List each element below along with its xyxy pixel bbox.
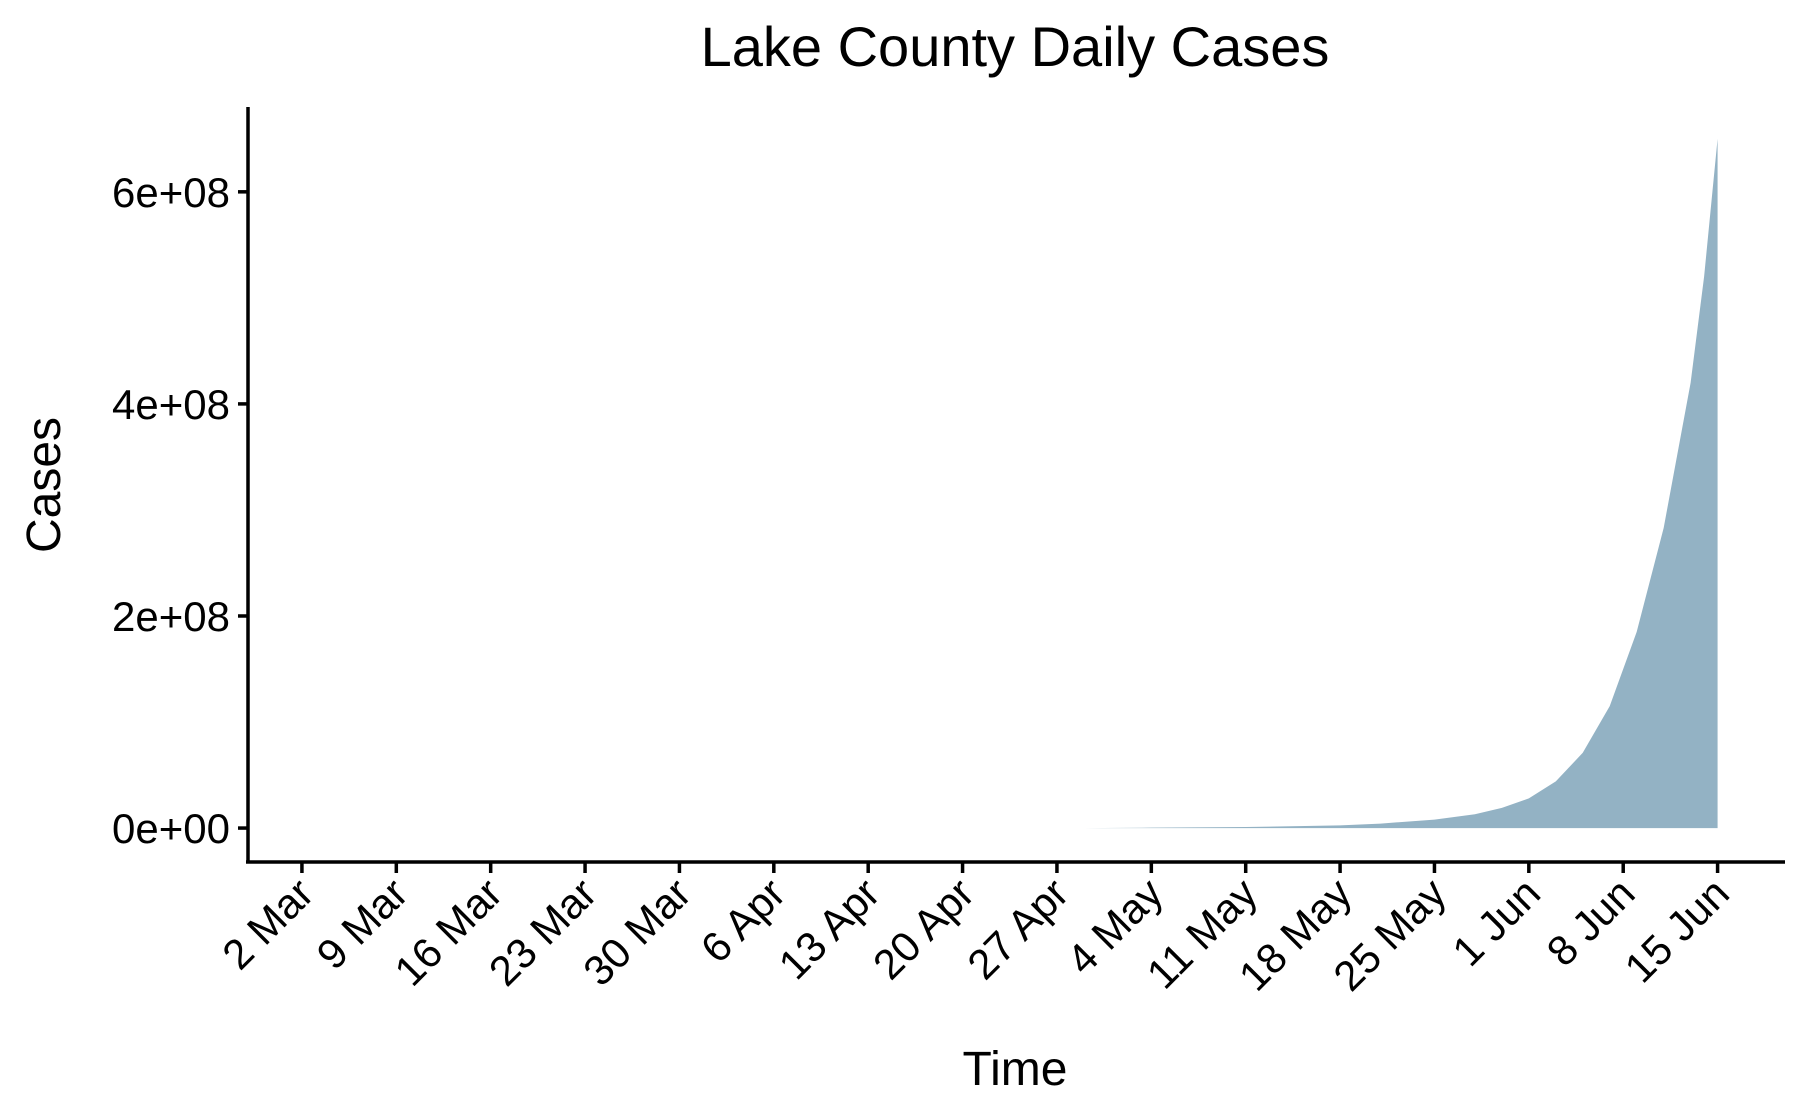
y-tick-label: 2e+08	[112, 593, 230, 640]
x-tick-label: 15 Jun	[1616, 869, 1738, 991]
y-tick-label: 4e+08	[112, 381, 230, 428]
chart-title: Lake County Daily Cases	[701, 15, 1330, 78]
y-axis-ticks: 0e+00 2e+08 4e+08 6e+08	[112, 169, 248, 852]
x-tick-label: 2 Mar	[213, 869, 322, 978]
y-tick-label: 6e+08	[112, 169, 230, 216]
x-tick-label: 27 Apr	[958, 869, 1077, 988]
x-axis-title: Time	[963, 1043, 1068, 1096]
x-tick-label: 13 Apr	[769, 869, 888, 988]
x-tick-label: 20 Apr	[864, 869, 983, 988]
plot-area	[1083, 138, 1718, 829]
x-tick-label: 1 Jun	[1443, 869, 1549, 975]
x-tick-label: 30 Mar	[574, 869, 700, 995]
x-tick-label: 16 Mar	[385, 869, 511, 995]
y-axis-title: Cases	[18, 417, 71, 553]
x-tick-label: 23 Mar	[480, 869, 606, 995]
area-series	[1083, 138, 1718, 829]
y-tick-label: 0e+00	[112, 805, 230, 852]
